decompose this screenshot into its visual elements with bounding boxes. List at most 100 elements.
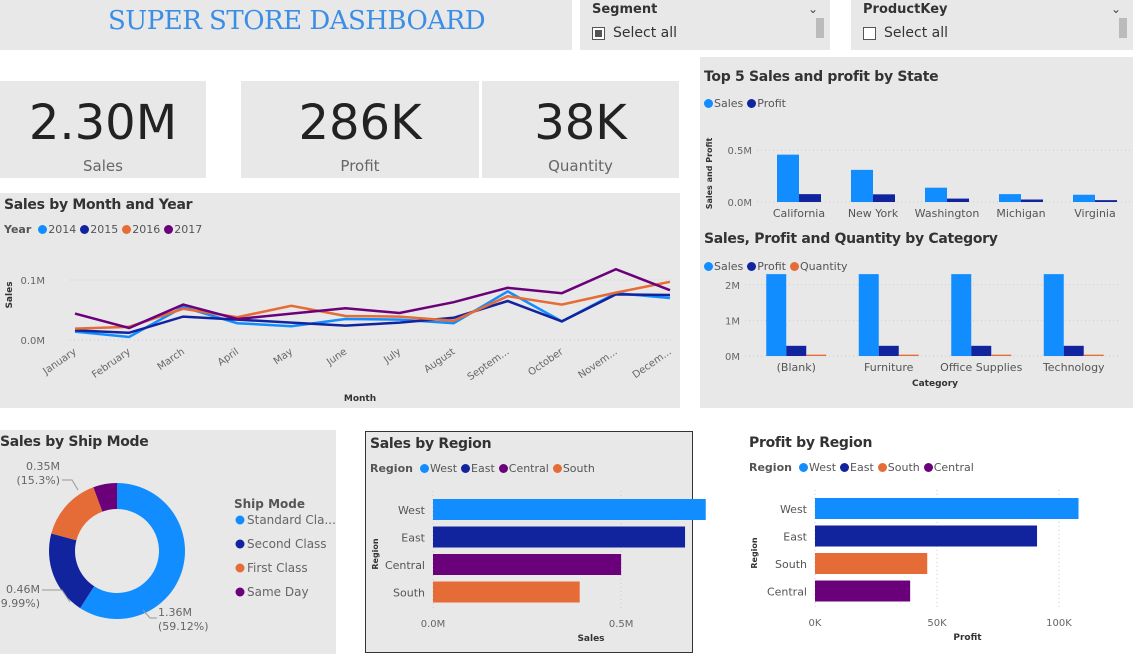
legend-item[interactable]: Central — [923, 461, 974, 474]
legend-item[interactable]: Central — [498, 462, 549, 475]
x-tick-label: August — [422, 346, 457, 375]
x-tick-label: Technology — [1042, 361, 1105, 374]
checkbox[interactable] — [592, 26, 605, 40]
profit-by-region-chart[interactable]: Profit by Region 0K 50K 100K West East South Ce… — [745, 431, 1133, 653]
legend-dot — [789, 262, 799, 271]
chevron-down-icon[interactable]: ⌄ — [807, 2, 818, 16]
legend-label: East — [850, 461, 874, 474]
x-tick-label: Novem... — [576, 346, 619, 381]
bar-profit[interactable] — [971, 345, 992, 356]
bar-quantity[interactable] — [1083, 354, 1104, 356]
bar-sales[interactable] — [951, 274, 972, 356]
x-tick-label: 50K — [927, 618, 947, 629]
data-label-pct: (15.3%) — [16, 474, 60, 487]
x-axis-title: Category — [912, 379, 958, 389]
slice-second-class[interactable] — [49, 533, 95, 609]
select-all-option[interactable]: Select all — [863, 25, 948, 41]
legend-label: West — [429, 462, 458, 475]
bar-central[interactable] — [433, 554, 622, 575]
x-tick-label: Virginia — [1074, 207, 1115, 220]
legend-dot — [235, 563, 245, 573]
legend-item[interactable]: 2017 — [164, 223, 202, 236]
category-chart[interactable]: Sales, Profit and Quantity by Category 0M… — [700, 227, 1133, 408]
legend-item[interactable]: Sales — [704, 260, 743, 273]
slice-standard-cla-[interactable] — [80, 483, 185, 619]
legend-item[interactable]: 2016 — [122, 223, 160, 236]
bar-west[interactable] — [433, 499, 706, 520]
legend-item[interactable]: South — [552, 462, 595, 475]
chart-title: Profit by Region — [749, 435, 873, 451]
sales-by-month-chart[interactable]: Sales by Month and Year 0.0M 0.1M January Fe… — [0, 193, 680, 408]
legend-dot — [704, 99, 713, 108]
kpi-value: 286K — [298, 95, 422, 151]
legend-item[interactable]: Sales — [704, 97, 743, 110]
legend-item[interactable]: East — [461, 462, 495, 475]
bar-quantity[interactable] — [898, 354, 919, 356]
bar-profit[interactable] — [1095, 200, 1117, 202]
bar-east[interactable] — [815, 525, 1038, 547]
legend-item[interactable]: Quantity — [789, 260, 848, 273]
ship-mode-chart[interactable]: Sales by Ship Mode 1.36M(59.12%) 0.46M(19.… — [0, 430, 336, 654]
series-line-2016 — [74, 280, 671, 330]
legend-item[interactable]: West — [419, 462, 458, 475]
bar-quantity[interactable] — [806, 354, 827, 356]
bar-central[interactable] — [815, 580, 911, 602]
legend-item[interactable]: West — [798, 461, 836, 474]
y-axis-title: Region — [750, 537, 759, 569]
chart-svg: 0M 1M 2M (Blank) Furniture Office Supplies Tec… — [725, 274, 1120, 389]
y-tick-label: 0M — [725, 352, 740, 363]
scrollbar[interactable] — [816, 18, 824, 38]
bar-sales[interactable] — [999, 194, 1021, 202]
legend: Year 2014 2015 2016 2017 — [4, 223, 202, 236]
legend-item[interactable]: Profit — [747, 260, 786, 273]
bar-sales[interactable] — [777, 154, 799, 202]
productkey-slicer[interactable]: ProductKey ⌄ Select all — [851, 0, 1133, 50]
data-label-pct: (59.12%) — [158, 620, 209, 633]
segment-slicer[interactable]: Segment ⌄ Select all — [580, 0, 830, 50]
bar-profit[interactable] — [799, 194, 821, 202]
legend-label: Sales — [714, 97, 744, 110]
scrollbar[interactable] — [1119, 18, 1127, 38]
kpi-profit: 286K Profit — [241, 81, 479, 178]
bar-profit[interactable] — [873, 194, 895, 202]
y-axis-title: Sales and Profit — [705, 138, 714, 210]
bar-sales[interactable] — [925, 187, 947, 202]
bar-profit[interactable] — [1063, 345, 1084, 356]
bar-profit[interactable] — [786, 345, 807, 356]
checkbox[interactable] — [863, 26, 876, 40]
legend-label: Central — [933, 461, 974, 474]
legend-item[interactable]: South — [877, 461, 920, 474]
bar-south[interactable] — [815, 553, 928, 574]
bar-profit[interactable] — [878, 345, 899, 356]
bar-sales[interactable] — [851, 169, 873, 202]
bar-sales[interactable] — [766, 274, 787, 356]
bar-sales[interactable] — [1073, 194, 1095, 202]
bar-sales[interactable] — [858, 274, 879, 356]
bar-east[interactable] — [433, 526, 686, 548]
top5-state-chart[interactable]: Top 5 Sales and profit by State 0.0M 0.5M C… — [700, 57, 1133, 227]
select-all-option[interactable]: Select all — [592, 25, 677, 41]
legend-dot — [552, 464, 562, 473]
y-tick-label: East — [783, 531, 807, 544]
bar-profit[interactable] — [947, 198, 969, 202]
legend-item[interactable]: East — [840, 461, 874, 474]
chevron-down-icon[interactable]: ⌄ — [1110, 2, 1121, 16]
x-tick-label: California — [773, 207, 825, 220]
legend-item[interactable]: 2015 — [80, 223, 118, 236]
sales-by-region-chart[interactable]: Sales by Region 0.0M 0.5M West East Central So… — [365, 431, 706, 653]
bar-south[interactable] — [433, 581, 580, 603]
bar-sales[interactable] — [1043, 274, 1064, 356]
x-axis-title: Sales — [577, 634, 604, 644]
legend-label: Sales — [714, 260, 744, 273]
y-tick-label: West — [780, 503, 808, 516]
legend-item[interactable]: Profit — [747, 97, 786, 110]
bar-quantity[interactable] — [991, 354, 1012, 356]
bar-profit[interactable] — [1021, 199, 1043, 202]
slice-first-class[interactable] — [51, 487, 103, 541]
legend-item[interactable]: 2014 — [38, 223, 76, 236]
x-tick-label: Washington — [915, 207, 980, 220]
x-tick-label: April — [216, 346, 241, 368]
bar-west[interactable] — [815, 498, 1079, 519]
slice-same-day[interactable] — [93, 483, 117, 512]
data-label-value: 0.35M — [26, 460, 60, 473]
